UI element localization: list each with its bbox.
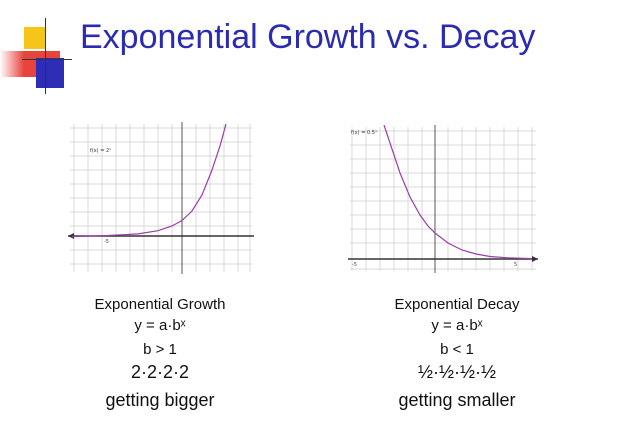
- growth-caption-title: Exponential Growth: [94, 296, 226, 313]
- deco-horizontal-line: [22, 59, 72, 60]
- growth-arrow-left: [68, 233, 74, 239]
- decay-formula: y = a·bˣ: [431, 317, 483, 335]
- decay-tick-label-left: -5: [352, 262, 357, 268]
- decay-description: getting smaller: [398, 390, 516, 411]
- decay-graph: f(x) = 0.5ˣ -5 5: [348, 125, 538, 273]
- growth-grid: [70, 124, 252, 272]
- decay-caption-title: Exponential Decay: [394, 296, 520, 313]
- deco-blue-square: [36, 58, 64, 88]
- decay-curve: [383, 125, 533, 260]
- growth-tick-label: -5: [104, 239, 109, 245]
- decay-condition: b < 1: [440, 340, 474, 358]
- growth-caption: Exponential Growth y = a·bˣ b > 1 2·2·2·…: [60, 296, 260, 411]
- growth-graph: f(x) = 2ˣ -5: [68, 122, 254, 274]
- decay-grid: [350, 127, 536, 271]
- growth-graph-label: f(x) = 2ˣ: [90, 148, 111, 154]
- growth-example: 2·2·2·2: [130, 361, 190, 382]
- decay-tick-label-right: 5: [514, 262, 517, 268]
- decay-graph-label: f(x) = 0.5ˣ: [351, 130, 377, 136]
- decay-caption: Exponential Decay y = a·bˣ b < 1 ½·½·½·½…: [357, 296, 557, 411]
- decay-example: ½·½·½·½: [417, 361, 497, 382]
- growth-curve: [71, 123, 227, 238]
- growth-formula: y = a·bˣ: [134, 317, 186, 335]
- deco-yellow-square: [24, 27, 46, 49]
- deco-vertical-line: [45, 18, 46, 94]
- decay-arrow-right: [532, 256, 538, 262]
- slide-title: Exponential Growth vs. Decay: [80, 18, 536, 56]
- growth-description: getting bigger: [105, 390, 215, 411]
- growth-condition: b > 1: [143, 340, 177, 358]
